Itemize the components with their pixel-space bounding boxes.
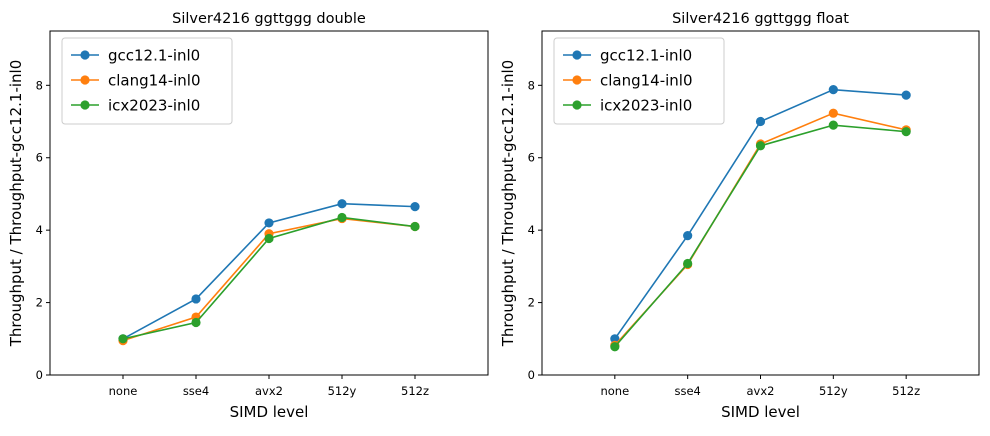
legend-marker (572, 100, 582, 110)
legend-marker (80, 100, 90, 110)
data-point (901, 127, 911, 137)
data-point (683, 258, 693, 269)
x-axis-label: SIMD level (721, 403, 800, 421)
legend-box (61, 37, 233, 125)
legend-box (553, 37, 725, 125)
chart-title: Silver4216 ggttggg double (172, 11, 366, 27)
x-tick-label: sse4 (183, 384, 209, 398)
legend-label: clang14-inl0 (108, 72, 201, 90)
legend-label: gcc12.1-inl0 (108, 47, 200, 65)
data-point (610, 334, 620, 344)
data-point (828, 85, 838, 95)
x-tick-label: 512y (819, 384, 848, 398)
data-point (410, 221, 420, 232)
x-tick-label: 512z (892, 384, 920, 398)
x-tick-label: sse4 (674, 384, 700, 398)
y-tick-label: 4 (528, 223, 535, 237)
data-point (337, 199, 347, 209)
y-tick-label: 0 (36, 368, 43, 382)
y-tick-label: 6 (36, 151, 43, 165)
y-tick-label: 4 (36, 223, 43, 237)
y-tick-label: 2 (36, 296, 43, 310)
data-point (755, 116, 766, 127)
legend-marker (80, 75, 90, 85)
chart-2: Silver4216 ggttggg float 0 2 4 6 8 none sse4 avx… (499, 11, 980, 421)
data-point (264, 218, 274, 228)
data-point (828, 108, 838, 118)
x-tick-label: 512y (328, 384, 357, 398)
legend-marker (80, 50, 90, 60)
x-tick-label: none (109, 384, 138, 398)
x-tick-label: avx2 (255, 384, 283, 398)
legend-label: icx2023-inl0 (108, 97, 200, 115)
y-tick-label: 0 (528, 368, 535, 382)
x-tick-label: avx2 (747, 384, 775, 398)
data-point (118, 334, 128, 344)
legend-label: gcc12.1-inl0 (600, 47, 692, 65)
data-point (610, 342, 620, 352)
y-tick-label: 6 (528, 151, 535, 165)
y-axis-label: Throughput / Throughput-gcc12.1-inl0 (7, 60, 25, 347)
data-point (683, 230, 693, 241)
x-tick-label: 512z (401, 384, 429, 398)
data-point (828, 120, 838, 130)
y-tick-label: 8 (36, 78, 43, 92)
legend-label: clang14-inl0 (600, 72, 693, 90)
data-point (410, 202, 420, 212)
data-point (191, 294, 201, 304)
x-axis-label: SIMD level (230, 403, 309, 421)
legend-marker (572, 75, 582, 85)
data-point (264, 233, 274, 244)
legend-label: icx2023-inl0 (600, 97, 692, 115)
chart-1: Silver4216 ggttggg double 0 2 4 6 8 none sse4 av… (7, 11, 489, 421)
x-tick-label: none (600, 384, 629, 398)
legend-marker (572, 50, 582, 60)
data-point (755, 141, 766, 151)
y-tick-label: 2 (528, 296, 535, 310)
data-point (901, 90, 911, 100)
data-point (337, 212, 347, 223)
chart-title: Silver4216 ggttggg float (672, 11, 849, 27)
plot-frame (49, 30, 489, 376)
data-point (191, 317, 201, 328)
y-axis-label: Throughput / Throughput-gcc12.1-inl0 (499, 60, 517, 347)
y-tick-label: 8 (528, 78, 535, 92)
plot-frame (541, 30, 980, 376)
series-line (614, 124, 907, 348)
